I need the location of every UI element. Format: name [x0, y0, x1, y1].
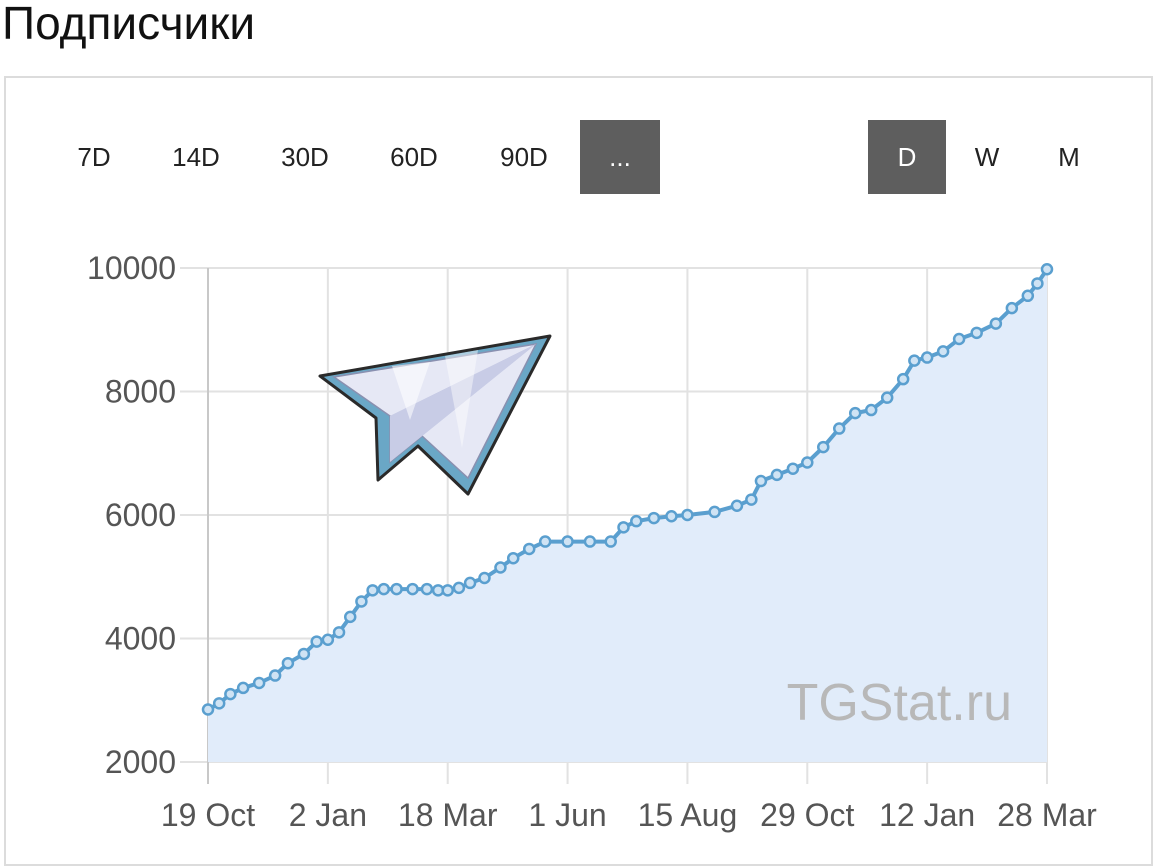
data-point: [1005, 301, 1019, 315]
data-point: [896, 372, 910, 386]
data-point: [936, 345, 950, 358]
x-tick-label: 18 Mar: [398, 797, 498, 833]
x-tick-label: 28 Mar: [997, 797, 1097, 833]
data-point: [745, 493, 758, 506]
y-tick-label: 6000: [105, 497, 176, 533]
chart-series-line: [207, 268, 1049, 712]
data-point: [452, 581, 466, 595]
data-point: [880, 391, 894, 404]
data-point: [506, 551, 520, 565]
data-point: [390, 582, 403, 596]
data-point: [730, 499, 744, 512]
data-point: [604, 535, 617, 548]
data-point: [463, 576, 477, 590]
y-tick-label: 10000: [87, 250, 176, 286]
x-tick-label: 12 Jan: [879, 797, 975, 833]
data-point: [224, 687, 237, 701]
data-point: [908, 354, 921, 367]
page-title: Подписчики: [2, 0, 256, 49]
x-tick-label: 29 Oct: [760, 797, 854, 833]
data-point: [561, 535, 574, 548]
watermark-text: TGStat.ru: [787, 674, 1012, 732]
data-point: [321, 633, 335, 646]
data-point: [1031, 277, 1044, 290]
range-button-90d[interactable]: 90D: [500, 142, 548, 172]
data-point: [920, 351, 934, 364]
data-point: [708, 505, 721, 519]
subscribers-chart: 2000 4000 6000 8000 10000 19 Oct 2 Jan 18 Mar 1 …: [87, 250, 1097, 833]
data-point: [377, 582, 391, 596]
data-point: [864, 403, 878, 417]
range-button-custom[interactable]: ...: [580, 120, 660, 194]
data-point: [212, 697, 226, 710]
granularity-button-day[interactable]: D: [868, 120, 946, 194]
data-point: [522, 542, 536, 556]
range-button-7d[interactable]: 7D: [77, 142, 111, 172]
data-point: [665, 509, 678, 523]
data-point: [1021, 289, 1035, 303]
data-point: [617, 521, 630, 534]
data-point: [1040, 262, 1054, 276]
x-tick-label: 19 Oct: [161, 797, 255, 833]
y-tick-label: 2000: [105, 744, 176, 780]
data-point: [583, 535, 597, 548]
data-point: [366, 584, 379, 597]
data-point: [630, 514, 643, 528]
range-button-30d[interactable]: 30D: [281, 142, 329, 172]
range-button-60d[interactable]: 60D: [390, 142, 438, 172]
data-point: [406, 582, 419, 596]
data-point: [494, 561, 507, 574]
granularity-button-month[interactable]: M: [1058, 142, 1080, 172]
data-point: [201, 703, 215, 716]
y-tick-label: 4000: [105, 621, 176, 657]
data-point: [355, 595, 368, 608]
data-point: [478, 571, 491, 585]
data-point: [420, 582, 434, 596]
data-point: [268, 669, 282, 682]
data-point: [310, 635, 323, 648]
data-point: [681, 508, 694, 522]
data-point: [236, 681, 250, 695]
data-point: [848, 406, 862, 420]
data-point: [832, 422, 846, 435]
chart-axis-ticks: 2000 4000 6000 8000 10000 19 Oct 2 Jan 18 Mar 1 …: [87, 250, 1097, 833]
data-point: [538, 535, 552, 548]
data-point: [647, 511, 661, 525]
x-tick-label: 15 Aug: [638, 797, 738, 833]
telegram-paper-plane-icon: [318, 334, 552, 496]
data-point: [441, 584, 454, 597]
data-point: [343, 610, 357, 624]
data-point: [989, 317, 1003, 330]
chart-series-points: [201, 262, 1054, 716]
data-point: [252, 676, 266, 690]
data-point: [952, 332, 966, 346]
data-point: [801, 456, 814, 469]
y-tick-label: 8000: [105, 374, 176, 410]
x-tick-label: 1 Jun: [528, 797, 606, 833]
data-point: [332, 626, 346, 639]
x-tick-label: 2 Jan: [289, 797, 367, 833]
data-point: [770, 468, 784, 482]
data-point: [970, 326, 983, 340]
data-point: [281, 656, 295, 670]
data-point: [754, 474, 768, 488]
chart-area-fill: [208, 269, 1047, 762]
data-point: [786, 462, 800, 475]
data-point: [297, 647, 311, 661]
granularity-button-week[interactable]: W: [974, 142, 1000, 172]
data-point: [817, 440, 830, 454]
range-button-14d[interactable]: 14D: [172, 142, 220, 172]
chart-toolbar: 7D 14D 30D 60D 90D ... D W M: [0, 120, 1155, 194]
